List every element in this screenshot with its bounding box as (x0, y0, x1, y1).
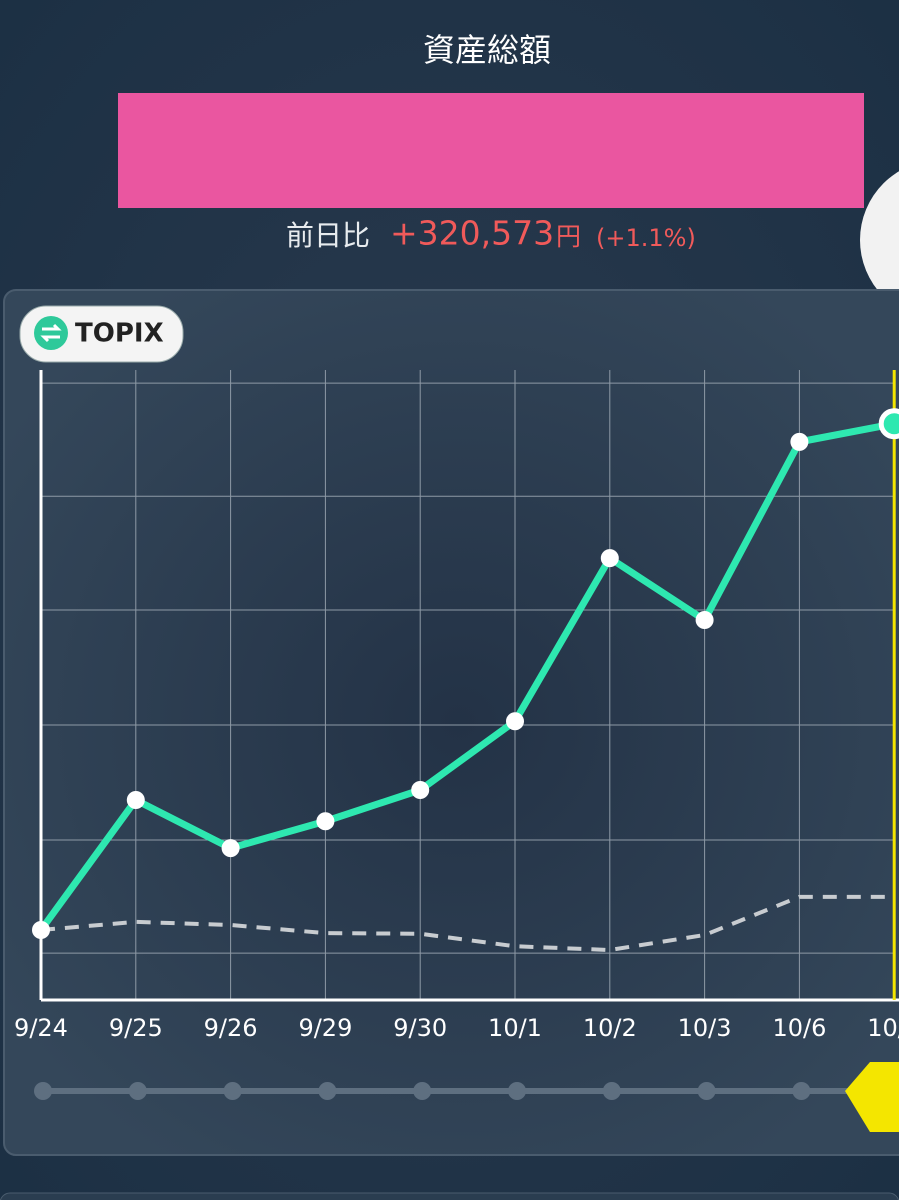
toggle-icon (34, 316, 68, 350)
slider-dot (697, 1082, 716, 1100)
point (506, 712, 524, 731)
slider-dot (34, 1082, 52, 1100)
point (316, 812, 335, 831)
x-tick-label: 9/25 (109, 1014, 163, 1042)
point (600, 549, 619, 568)
x-tick-label: 10/1 (488, 1014, 542, 1042)
side-button[interactable] (860, 160, 899, 320)
topix-toggle[interactable]: TOPIX (19, 305, 184, 363)
point (126, 791, 145, 809)
slider-dot (223, 1082, 242, 1100)
point (790, 432, 809, 451)
slider-dot (508, 1082, 526, 1100)
slider-handle[interactable] (845, 1062, 899, 1132)
x-tick-label: 9/30 (393, 1014, 447, 1042)
point (878, 408, 899, 440)
toggle-arrows (40, 323, 62, 343)
slider-dot (318, 1082, 337, 1100)
next-panel (0, 1192, 899, 1200)
slider-dot (128, 1082, 147, 1100)
slider-dot (602, 1082, 621, 1100)
change-percent: (+1.1%) (596, 224, 696, 252)
x-tick-label: 10/7 (867, 1014, 899, 1042)
slider-dot (792, 1082, 811, 1100)
change-value: +320,573 (390, 214, 554, 253)
x-tick-label: 9/24 (14, 1014, 68, 1042)
x-tick-label: 10/3 (678, 1014, 732, 1042)
redacted-total (118, 93, 864, 208)
point (695, 611, 714, 629)
title: 資産総額 (423, 31, 551, 69)
change-unit: 円 (556, 222, 581, 251)
point (32, 921, 50, 939)
change-label: 前日比 (286, 219, 370, 252)
point (221, 839, 240, 858)
x-tick-label: 10/2 (583, 1014, 637, 1042)
x-tick-label: 10/6 (772, 1014, 826, 1042)
toggle-label[interactable]: TOPIX (75, 319, 164, 349)
series-line (38, 420, 895, 933)
point (411, 781, 430, 799)
x-tick-label: 9/29 (298, 1014, 352, 1042)
x-tick-label: 9/26 (204, 1014, 258, 1042)
slider-dot (413, 1082, 432, 1100)
